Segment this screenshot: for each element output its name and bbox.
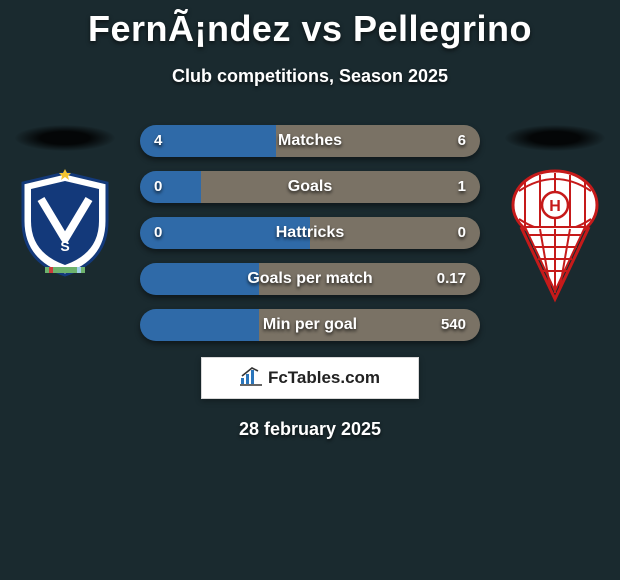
left-team-badge: S <box>10 125 120 279</box>
stat-value-left: 0 <box>154 171 162 203</box>
stat-row: Hattricks0 0 <box>140 217 480 249</box>
comparison-content: S H <box>0 125 620 440</box>
svg-text:S: S <box>60 238 69 254</box>
stat-label: Matches <box>140 125 480 157</box>
page-title: FernÃ¡ndez vs Pellegrino <box>0 0 620 50</box>
stat-value-right: 0 <box>458 217 466 249</box>
right-team-badge: H <box>500 125 610 304</box>
stat-value-right: 6 <box>458 125 466 157</box>
stat-value-left: 0 <box>154 217 162 249</box>
brand-text: FcTables.com <box>268 368 380 388</box>
stat-value-right: 0.17 <box>437 263 466 295</box>
stat-value-left: 4 <box>154 125 162 157</box>
page-subtitle: Club competitions, Season 2025 <box>0 66 620 87</box>
stat-label: Hattricks <box>140 217 480 249</box>
stat-label: Goals per match <box>140 263 480 295</box>
date-text: 28 february 2025 <box>0 419 620 440</box>
shadow-ellipse <box>15 125 115 151</box>
left-crest-icon: S <box>15 169 115 279</box>
stat-bars: Matches46Goals01Hattricks00Goals per mat… <box>140 125 480 341</box>
chart-icon <box>240 366 262 391</box>
stat-value-right: 1 <box>458 171 466 203</box>
stat-label: Min per goal <box>140 309 480 341</box>
brand-box: FcTables.com <box>201 357 419 399</box>
stat-row: Matches4 6 <box>140 125 480 157</box>
stat-row: Goals0 1 <box>140 171 480 203</box>
stat-label: Goals <box>140 171 480 203</box>
stat-value-right: 540 <box>441 309 466 341</box>
svg-text:H: H <box>549 198 561 215</box>
right-crest-icon: H <box>505 169 605 304</box>
shadow-ellipse <box>505 125 605 151</box>
stat-row: Goals per match0.17 <box>140 263 480 295</box>
stat-row: Min per goal540 <box>140 309 480 341</box>
